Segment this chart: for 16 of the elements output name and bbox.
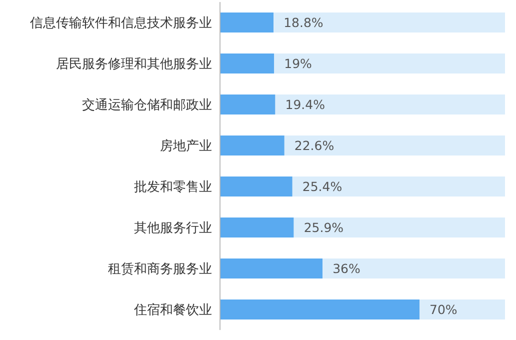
y-tick-label: 住宿和餐饮业 xyxy=(133,302,212,318)
y-tick-label: 交通运输仓储和邮政业 xyxy=(82,97,212,113)
data-label: 19.4% xyxy=(285,97,326,112)
data-label: 19% xyxy=(284,56,312,71)
data-label: 22.6% xyxy=(294,138,334,153)
data-label: 25.4% xyxy=(302,179,342,194)
y-tick-label: 房地产业 xyxy=(160,138,212,154)
y-tick-label: 信息传输软件和信息技术服务业 xyxy=(30,16,212,31)
y-tick-label: 居民服务修理和其他服务业 xyxy=(56,57,212,72)
data-label: 70% xyxy=(430,302,458,317)
data-label: 36% xyxy=(332,261,361,276)
y-tick-label: 批发和零售业 xyxy=(134,180,212,195)
y-tick-label: 其他服务行业 xyxy=(134,221,212,236)
y-tick-label: 租赁和商务服务业 xyxy=(108,262,212,277)
data-label: 18.8% xyxy=(284,15,324,30)
data-label: 25.9% xyxy=(304,220,344,235)
